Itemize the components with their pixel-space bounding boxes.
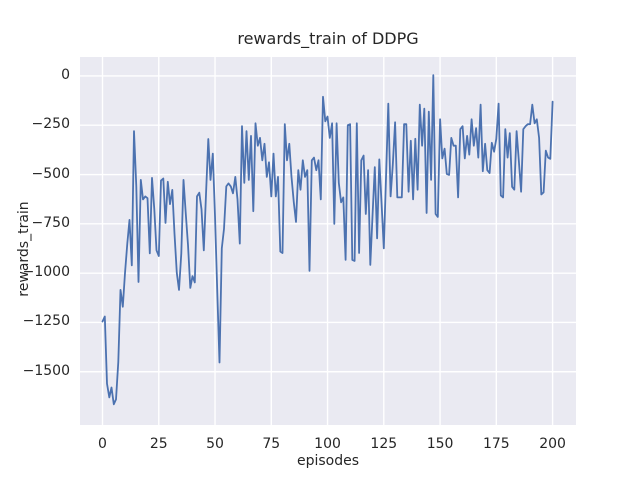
x-axis-label: episodes [296, 453, 360, 469]
chart-title: rewards_train of DDPG [237, 29, 419, 48]
x-tick-label: 200 [539, 436, 566, 452]
y-tick-label: −750 [31, 214, 70, 231]
x-tick-label: 0 [98, 436, 107, 452]
x-tick-label: 50 [206, 436, 224, 452]
y-tick-label: 0 [61, 66, 70, 83]
y-tick-label: −1500 [22, 362, 70, 379]
y-axis-label: rewards_train [16, 201, 32, 297]
y-tick-label: −500 [31, 165, 70, 182]
y-tick-label: −1000 [22, 264, 70, 281]
y-tick-label: −1250 [22, 313, 70, 330]
x-tick-label: 175 [482, 436, 510, 452]
x-tick-label: 75 [262, 436, 281, 452]
x-tick-label: 125 [370, 436, 398, 452]
x-tick-label: 150 [426, 436, 454, 452]
y-tick-label: −250 [31, 116, 70, 133]
x-tick-label: 100 [314, 436, 341, 452]
x-tick-label: 25 [149, 436, 168, 452]
